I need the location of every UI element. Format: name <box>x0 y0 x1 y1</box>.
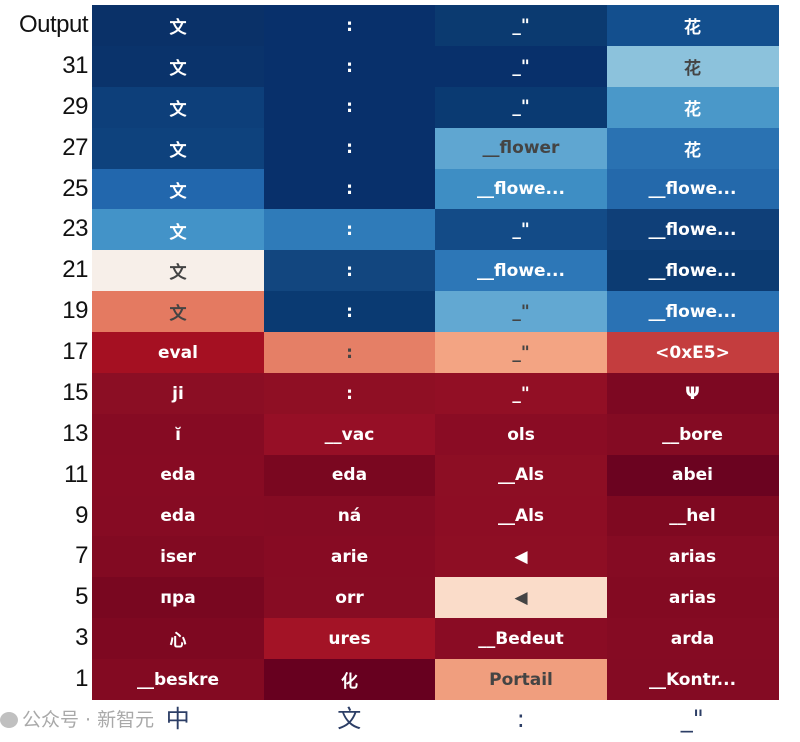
y-tick-label: 21 <box>62 256 88 284</box>
heatmap-cell: __flowe... <box>606 168 779 210</box>
heatmap-cell: : <box>263 209 436 251</box>
heatmap-cell: 文 <box>92 250 264 292</box>
heatmap-cell: : <box>263 168 436 210</box>
heatmap-cell: _" <box>435 86 607 129</box>
heatmap-cell: __bore <box>606 413 779 456</box>
heatmap-cell: _" <box>435 291 607 333</box>
heatmap-cell: 文 <box>92 209 264 251</box>
heatmap-cell: : <box>263 372 436 415</box>
heatmap-cell: abei <box>606 454 779 497</box>
heatmap-cell: arias <box>606 536 779 578</box>
heatmap-cell: : <box>263 45 436 88</box>
y-tick-label: 19 <box>62 297 88 325</box>
heatmap-cell: пpa <box>92 577 264 619</box>
heatmap-cell: __flower <box>435 127 607 170</box>
heatmap-cell: 花 <box>606 86 779 129</box>
y-tick-label: 17 <box>62 338 88 366</box>
heatmap-cell: <0xE5> <box>606 332 779 374</box>
heatmap-cell: : <box>263 127 436 170</box>
heatmap-cell: : <box>263 86 436 129</box>
x-tick-label: : <box>516 705 525 733</box>
heatmap-cell: eda <box>92 495 264 537</box>
heatmap-cell: 文 <box>92 168 264 210</box>
heatmap-cell: ĭ <box>92 413 264 456</box>
heatmap-cell: _" <box>435 372 607 415</box>
watermark: 公众号 · 新智元 <box>0 708 154 732</box>
heatmap-cell: __Kontr... <box>606 659 779 701</box>
y-tick-label: 29 <box>62 92 88 120</box>
y-tick-label: Output <box>18 11 89 38</box>
heatmap-cell: _" <box>435 45 607 88</box>
heatmap-cell: : <box>263 5 436 47</box>
heatmap-cell: 花 <box>606 127 779 170</box>
y-tick-label: 11 <box>64 460 88 488</box>
x-tick-label: 中 <box>165 705 190 733</box>
x-tick-label: 文 <box>337 705 362 733</box>
heatmap-cell: arda <box>606 618 779 660</box>
heatmap-cell: 文 <box>92 86 264 129</box>
heatmap-cell: __vac <box>263 413 436 456</box>
x-axis-labels: 中 文: _" <box>92 702 778 738</box>
y-tick-label: 1 <box>75 665 88 693</box>
heatmap-cell: __Als <box>435 495 607 537</box>
heatmap-cell: _" <box>435 209 607 251</box>
heatmap-cell: arie <box>263 536 436 578</box>
heatmap-cell: : <box>263 291 436 333</box>
heatmap-cell: 花 <box>606 45 779 88</box>
heatmap-cell: 文 <box>92 291 264 333</box>
y-tick-label: 3 <box>75 624 88 652</box>
heatmap-cell: __flowe... <box>606 250 779 292</box>
y-tick-label: 25 <box>62 174 88 202</box>
heatmap-cell: arias <box>606 577 779 619</box>
y-tick-label: 7 <box>75 542 88 570</box>
y-tick-label: 27 <box>62 133 88 161</box>
heatmap-cell: ◀ <box>435 577 607 619</box>
wechat-icon <box>0 712 18 728</box>
y-tick-label: 5 <box>75 583 88 611</box>
y-tick-label: 31 <box>62 51 88 79</box>
heatmap-cell: __flowe... <box>435 168 607 210</box>
heatmap-cell: : <box>263 332 436 374</box>
heatmap-cell: 花 <box>606 5 779 47</box>
heatmap-cell: 化 <box>263 659 436 701</box>
heatmap-cell: ures <box>263 618 436 660</box>
heatmap-cell: eda <box>92 454 264 497</box>
heatmap-cell: 文 <box>92 127 264 170</box>
heatmap-cell: ji <box>92 372 264 415</box>
heatmap-cell: Ψ <box>606 372 779 415</box>
heatmap-cell: eval <box>92 332 264 374</box>
heatmap-cell: __beskre <box>92 659 264 701</box>
heatmap-cell: __flowe... <box>606 209 779 251</box>
y-tick-label: 23 <box>62 215 88 243</box>
heatmap-cell: ná <box>263 495 436 537</box>
y-tick-label: 13 <box>62 419 88 447</box>
heatmap-cell: Portail <box>435 659 607 701</box>
y-tick-label: 9 <box>75 501 88 529</box>
x-tick-label: _" <box>680 705 704 733</box>
y-tick-label: 15 <box>62 378 88 406</box>
heatmap-cell: __Als <box>435 454 607 497</box>
heatmap-cell: eda <box>263 454 436 497</box>
heatmap-cell: _" <box>435 332 607 374</box>
heatmap-cell: 心 <box>92 618 264 660</box>
heatmap-cell: ◀ <box>435 536 607 578</box>
heatmap-cell: __flowe... <box>606 291 779 333</box>
heatmap-cell: __flowe... <box>435 250 607 292</box>
heatmap-cell: 文 <box>92 45 264 88</box>
heatmap-cell: __hel <box>606 495 779 537</box>
heatmap-cell: : <box>263 250 436 292</box>
heatmap-cell: _" <box>435 5 607 47</box>
heatmap-cell: 文 <box>92 5 264 47</box>
watermark-text: 公众号 · 新智元 <box>22 709 155 731</box>
heatmap-cell: ols <box>435 413 607 456</box>
heatmap-cell: iser <box>92 536 264 578</box>
heatmap-cell: orr <box>263 577 436 619</box>
heatmap-cell: __Bedeut <box>435 618 607 660</box>
heatmap-grid: 文: _" 花文: _" 花文: _" 花文: __flower 花文: __flowe... __… <box>92 5 779 701</box>
